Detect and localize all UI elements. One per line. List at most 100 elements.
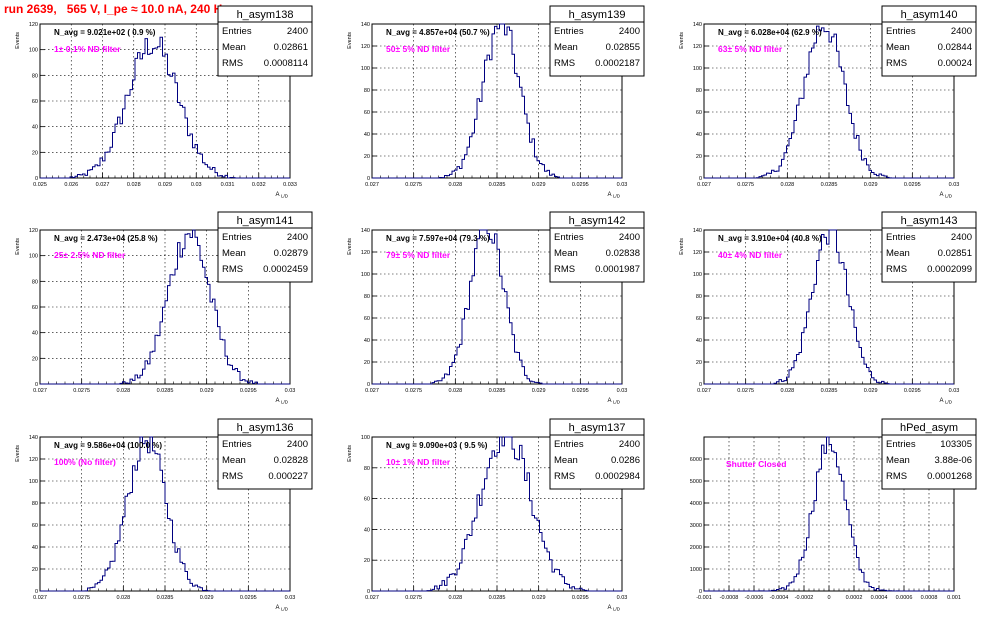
stats-box-key-rms: RMS	[554, 471, 575, 482]
y-axis-label: Events	[15, 32, 21, 49]
y-axis-label: Events	[347, 445, 353, 462]
x-tick-label: 0.027	[697, 388, 711, 394]
stats-box-title: hPed_asym	[900, 422, 958, 434]
histogram-line	[372, 229, 622, 385]
x-tick-label: 0.027	[96, 182, 110, 188]
histogram-line	[372, 23, 622, 179]
y-tick-label: 20	[32, 150, 38, 156]
histogram-panel: 0.027 0.0275 0.028 0.0285 0.029 0.0295 0.03 0 20…	[347, 418, 645, 612]
x-tick-label: 0.0275	[73, 595, 90, 601]
x-tick-label: 0.03	[285, 388, 296, 394]
histogram-panel: -0.001 -0.0008 -0.0006 -0.0004 -0.0002 0 0.000…	[690, 418, 977, 601]
y-tick-label: 140	[693, 22, 702, 28]
histogram-panel: 0.027 0.0275 0.028 0.0285 0.029 0.0295 0.03 0 20…	[347, 5, 645, 199]
stats-box-frame	[217, 211, 313, 283]
y-tick-label: 60	[364, 497, 370, 503]
stats-box-value-rms: 0.00024	[938, 58, 972, 69]
stats-box-title: h_asym136	[237, 422, 294, 434]
y-tick-label: 60	[696, 316, 702, 322]
stats-box-key-rms: RMS	[886, 471, 907, 482]
stats-box-value-mean: 0.02855	[606, 42, 640, 53]
y-tick-label: 120	[693, 44, 702, 50]
y-tick-label: 120	[29, 228, 38, 234]
y-tick-label: 3000	[690, 523, 702, 529]
x-tick-label: 0.029	[158, 182, 172, 188]
stats-box-frame	[549, 211, 645, 283]
n-avg-label: N_avg = 2.473e+04 (25.8 %)	[54, 234, 158, 243]
n-avg-label: N_avg = 7.597e+04 (79.3 %)	[386, 234, 490, 243]
x-tick-label: -0.0008	[720, 595, 739, 601]
stats-box-frame	[217, 5, 313, 77]
y-tick-label: 60	[32, 305, 38, 311]
x-axis-label: A L/D	[607, 398, 620, 405]
stats-box-frame	[217, 418, 313, 490]
x-tick-label: 0.028	[780, 388, 794, 394]
y-axis-label: Events	[15, 445, 21, 462]
n-avg-label: N_avg = 9.090e+03 ( 9.5 %)	[386, 441, 488, 450]
x-axis-label: A L/D	[275, 192, 288, 199]
x-tick-label: 0.0295	[240, 595, 257, 601]
stats-box-value-mean: 0.02828	[274, 455, 308, 466]
y-tick-label: 4000	[690, 501, 702, 507]
stats-box: h_asym136 Entries 2400 Mean 0.02828 RMS 0.0002…	[217, 418, 313, 490]
filter-label: 50± 5% ND filter	[386, 44, 451, 54]
stats-box-key-rms: RMS	[222, 264, 243, 275]
stats-box-value-entries: 2400	[619, 232, 640, 243]
x-tick-label: 0.0295	[572, 388, 589, 394]
stats-box-key-mean: Mean	[886, 248, 910, 259]
histogram-line	[704, 436, 954, 592]
histogram-panel: 0.027 0.0275 0.028 0.0285 0.029 0.0295 0.03 0 20…	[15, 211, 313, 405]
stats-box-key-rms: RMS	[222, 58, 243, 69]
x-tick-label: 0.028	[448, 595, 462, 601]
x-tick-label: 0.0002	[846, 595, 863, 601]
x-tick-label: 0.027	[365, 182, 379, 188]
stats-box-key-entries: Entries	[222, 26, 252, 37]
n-avg-label: N_avg = 4.857e+04 (50.7 %)	[386, 28, 490, 37]
stats-box-key-rms: RMS	[886, 264, 907, 275]
stats-box-key-mean: Mean	[886, 42, 910, 53]
stats-box-key-rms: RMS	[222, 471, 243, 482]
x-tick-label: 0.029	[200, 388, 214, 394]
y-tick-label: 60	[32, 523, 38, 529]
histogram-line	[704, 25, 954, 179]
y-tick-label: 60	[696, 110, 702, 116]
x-tick-label: 0.0295	[572, 595, 589, 601]
y-tick-label: 0	[35, 176, 38, 182]
y-tick-label: 120	[361, 44, 370, 50]
x-axis-label: A L/D	[275, 605, 288, 612]
y-tick-label: 20	[364, 154, 370, 160]
stats-box-value-mean: 0.02838	[606, 248, 640, 259]
stats-box-value-entries: 2400	[619, 26, 640, 37]
y-tick-label: 40	[364, 132, 370, 138]
stats-box-frame	[881, 5, 977, 77]
stats-box-value-mean: 3.88e-06	[934, 455, 972, 466]
histogram-panel: 0.025 0.026 0.027 0.028 0.029 0.03 0.031 0.032 0…	[15, 5, 313, 199]
stats-box-frame	[549, 5, 645, 77]
y-tick-label: 0	[367, 176, 370, 182]
x-tick-label: 0.0285	[821, 388, 838, 394]
y-tick-label: 80	[696, 88, 702, 94]
x-tick-label: 0.03	[191, 182, 202, 188]
x-axis-label: A L/D	[939, 398, 952, 405]
x-tick-label: 0.028	[448, 388, 462, 394]
y-tick-label: 100	[361, 435, 370, 441]
filter-label: 40± 4% ND filter	[718, 250, 783, 260]
y-tick-label: 100	[693, 272, 702, 278]
filter-label: 100% (No filter)	[54, 457, 116, 467]
y-axis-label: Events	[15, 238, 21, 255]
y-tick-label: 0	[699, 382, 702, 388]
stats-box-value-rms: 0.000227	[268, 471, 308, 482]
stats-box: hPed_asym Entries 103305 Mean 3.88e-06 RMS 0.0…	[881, 418, 977, 490]
stats-box-value-entries: 2400	[287, 232, 308, 243]
n-avg-label: N_avg = 6.028e+04 (62.9 %)	[718, 28, 822, 37]
stats-box-key-entries: Entries	[554, 439, 584, 450]
x-tick-label: -0.0002	[795, 595, 814, 601]
stats-box-value-rms: 0.0002459	[263, 264, 308, 275]
filter-label: 79± 5% ND filter	[386, 250, 451, 260]
y-tick-label: 60	[32, 99, 38, 105]
histogram-line	[40, 36, 290, 179]
stats-box-key-mean: Mean	[222, 455, 246, 466]
y-tick-label: 80	[364, 466, 370, 472]
x-tick-label: 0.0004	[871, 595, 888, 601]
y-tick-label: 80	[32, 73, 38, 79]
